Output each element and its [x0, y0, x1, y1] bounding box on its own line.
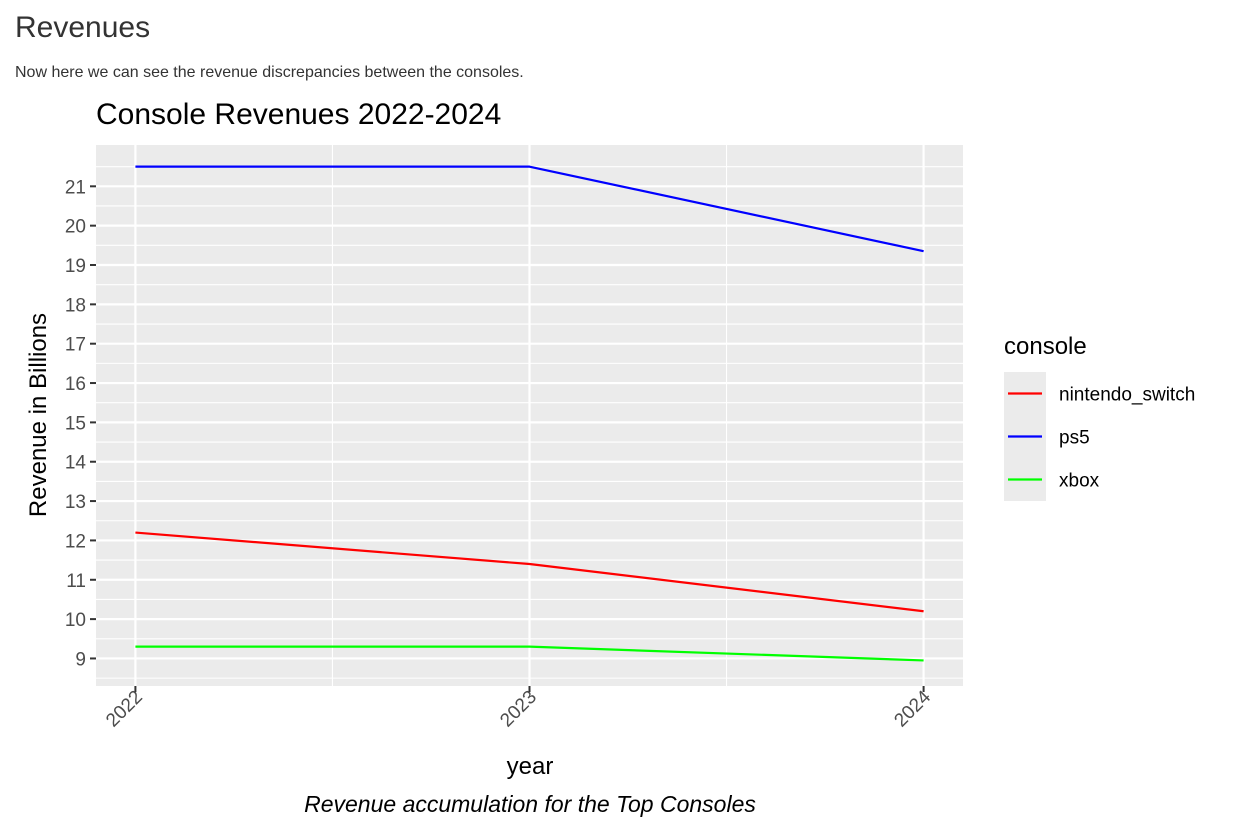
series-line-xbox: [135, 645, 924, 662]
y-tick-label: 18: [65, 295, 86, 316]
y-axis-label: Revenue in Billions: [25, 313, 52, 517]
y-tick-label: 14: [65, 453, 87, 474]
legend-label: xbox: [1059, 471, 1100, 492]
y-tick-label: 17: [65, 335, 86, 356]
y-tick-label: 20: [65, 217, 86, 238]
legend-label: ps5: [1059, 428, 1090, 449]
x-tick-label: 2022: [102, 687, 147, 732]
series-lines: [135, 165, 924, 662]
y-tick-label: 9: [75, 649, 86, 670]
x-tick-label: 2023: [496, 687, 541, 732]
y-axis: 9 10 11 12 13 14 15 16 17 18 19 20 21: [65, 177, 96, 670]
x-axis-label: year: [507, 753, 554, 780]
y-tick-label: 16: [65, 374, 86, 395]
chart-title: Console Revenues 2022-2024: [96, 98, 501, 131]
page-description: Now here we can see the revenue discrepa…: [15, 64, 524, 81]
y-tick-label: 11: [66, 571, 86, 592]
legend-title: console: [1004, 333, 1087, 360]
y-tick-label: 10: [65, 610, 86, 631]
y-tick-label: 19: [65, 256, 86, 277]
series-line-nintendo-switch: [135, 531, 924, 613]
x-tick-label: 2024: [890, 686, 935, 731]
x-axis: 2022 2023 2024: [102, 686, 935, 731]
chart-caption: Revenue accumulation for the Top Console…: [304, 791, 756, 817]
page-heading: Revenues: [15, 11, 151, 44]
y-tick-label: 21: [65, 177, 86, 198]
grid-major: [96, 145, 963, 686]
legend: console nintendo_switch ps5 xbox: [1004, 333, 1195, 501]
y-tick-label: 13: [65, 492, 86, 513]
y-tick-label: 12: [65, 531, 86, 552]
legend-label: nintendo_switch: [1059, 385, 1195, 406]
y-tick-label: 15: [65, 413, 86, 434]
series-line-ps5: [135, 165, 924, 253]
